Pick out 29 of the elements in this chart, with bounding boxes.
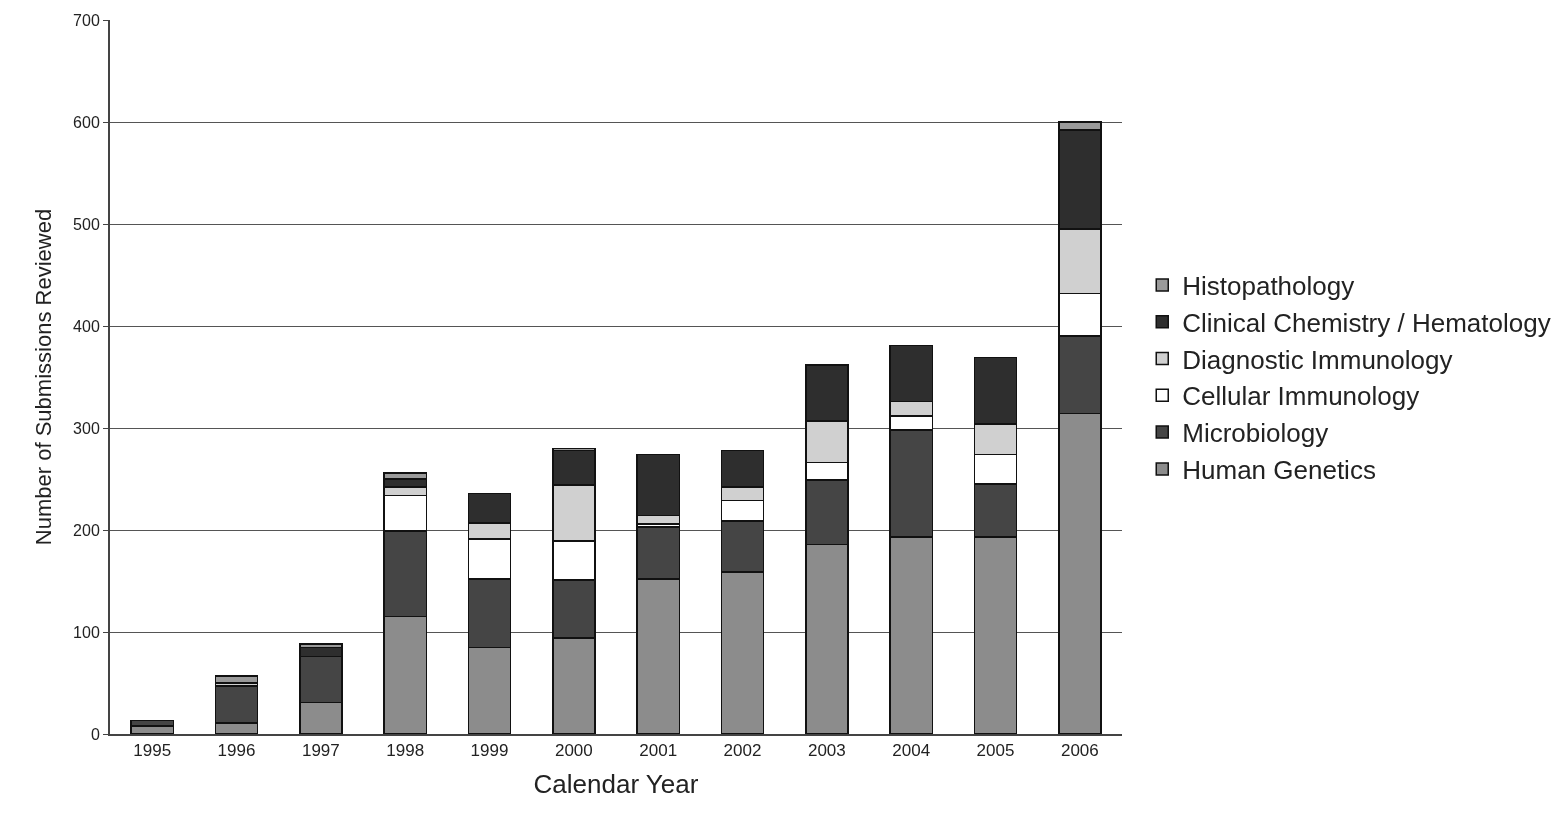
legend-label: Diagnostic Immunology: [1182, 344, 1453, 375]
y-axis-title: Number of Submissions Reviewed: [31, 208, 57, 546]
x-tick-label: 2000: [554, 741, 593, 761]
x-tick-label: 2004: [892, 741, 931, 761]
x-tick-label: 2003: [807, 741, 846, 761]
y-tick-label: 700: [73, 11, 100, 29]
x-axis-title: Calendar Year: [533, 768, 699, 799]
x-tick-label: 1997: [301, 741, 340, 761]
x-tick-label: 2001: [639, 741, 678, 761]
legend-label: Microbiology: [1182, 418, 1329, 449]
legend-label: Human Genetics: [1182, 455, 1376, 486]
bar: [214, 675, 259, 684]
legend-label: Clinical Chemistry / Hematology: [1182, 307, 1551, 338]
x-tick-label: 2002: [723, 741, 762, 761]
x-tick-label: 2005: [976, 741, 1015, 761]
y-tick-label: 0: [90, 725, 100, 743]
y-tick-label: 500: [73, 215, 100, 233]
y-tick-label: 100: [73, 623, 100, 641]
y-tick-label: 600: [73, 113, 100, 131]
x-tick-label: 1999: [470, 741, 509, 761]
y-tick-label: 300: [73, 419, 100, 437]
legend-label: Histopathology: [1182, 271, 1355, 302]
y-tick-label: 400: [73, 317, 100, 335]
y-tick-label: 200: [73, 521, 100, 539]
legend-label: Cellular Immunology: [1182, 381, 1420, 412]
x-tick-label: 1998: [386, 741, 425, 761]
x-tick-label: 2006: [1060, 741, 1099, 761]
x-tick-label: 1995: [133, 741, 172, 761]
x-tick-label: 1996: [217, 741, 256, 761]
